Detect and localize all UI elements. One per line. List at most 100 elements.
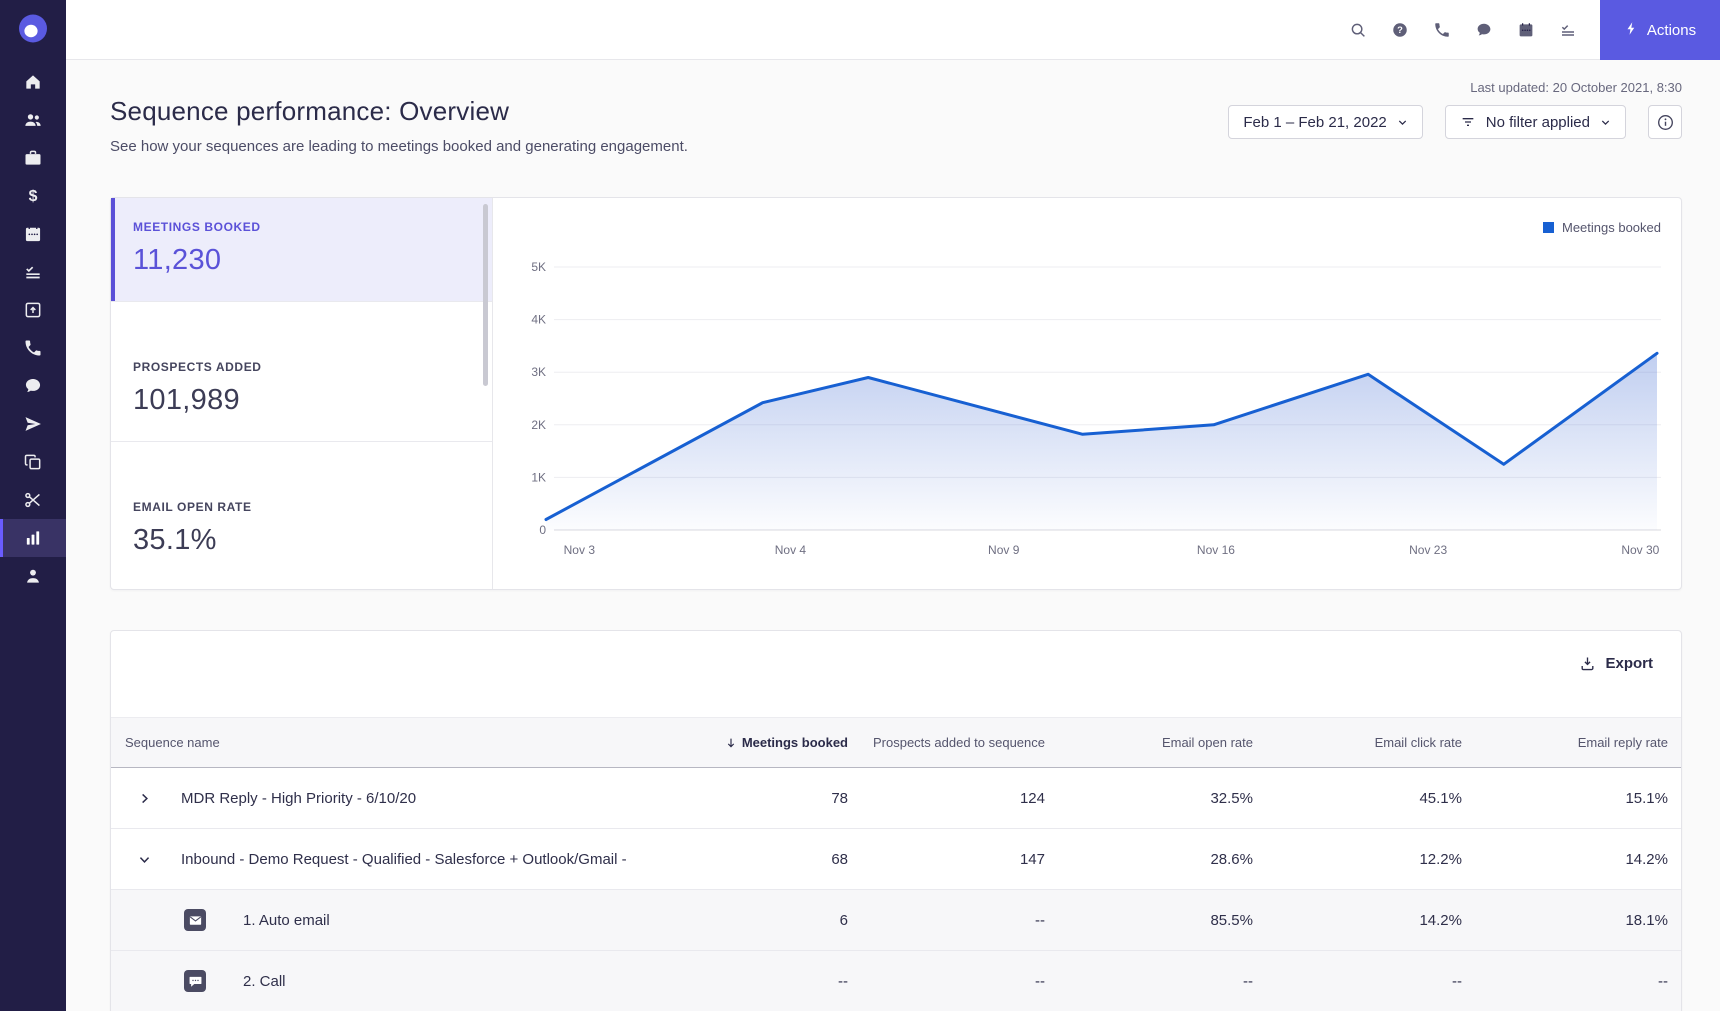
sidebar-item-briefcase[interactable] [0, 139, 66, 177]
metric-selector-list: MEETINGS BOOKED 11,230 PROSPECTS ADDED 10… [111, 198, 493, 589]
col-header-email-open-rate[interactable]: Email open rate [1045, 735, 1253, 750]
sidebar-item-calendar[interactable] [0, 215, 66, 253]
filter-label: No filter applied [1485, 113, 1590, 131]
col-header-label: Email reply rate [1577, 735, 1668, 750]
sidebar-item-person[interactable] [0, 557, 66, 595]
tasks-icon [23, 262, 43, 282]
topbar-search-button[interactable] [1349, 21, 1367, 39]
topbar-phone-button[interactable] [1433, 21, 1451, 39]
help-icon: ? [1391, 21, 1409, 39]
send-icon [23, 414, 43, 434]
bolt-icon [1624, 21, 1639, 40]
overview-chart-card: MEETINGS BOOKED 11,230 PROSPECTS ADDED 10… [110, 197, 1682, 590]
chart-region: 0 1K 2K 3K 4K 5K Nov 3 Nov 4 Nov 9 Nov 16 Nov 23 No… [493, 198, 1681, 589]
sequence-step-row[interactable]: 2. Call -- -- -- -- -- [111, 951, 1681, 1011]
svg-text:Nov 9: Nov 9 [988, 543, 1020, 557]
cell-email-click-rate: 12.2% [1419, 850, 1462, 868]
bar-chart-icon [23, 528, 43, 548]
home-icon [23, 72, 43, 92]
cell-email-open-rate: -- [1243, 972, 1253, 990]
topbar-icons: ? [1349, 0, 1577, 60]
step-name: 1. Auto email [243, 911, 330, 929]
users-icon [23, 110, 43, 130]
col-header-meetings-booked[interactable]: Meetings booked [658, 735, 848, 750]
filter-controls: Feb 1 – Feb 21, 2022 No filter applied [1228, 105, 1682, 139]
topbar-help-button[interactable]: ? [1391, 21, 1409, 39]
legend-swatch [1542, 222, 1554, 233]
last-updated-text: Last updated: 20 October 2021, 8:30 [1470, 80, 1682, 95]
cell-prospects-added-to-sequence: -- [1035, 911, 1045, 929]
filter-button[interactable]: No filter applied [1444, 105, 1626, 139]
sequence-table-card: Export Sequence name Meetings booked Prosp… [110, 630, 1682, 1011]
cell-email-reply-rate: -- [1658, 972, 1668, 990]
col-header-label: Email open rate [1161, 735, 1253, 750]
cell-prospects-added-to-sequence: 124 [1019, 789, 1045, 807]
sidebar-item-scissors[interactable] [0, 481, 66, 519]
stat-value: 101,989 [133, 384, 240, 416]
app-logo[interactable] [14, 10, 52, 48]
col-header-email-click-rate[interactable]: Email click rate [1253, 735, 1462, 750]
cell-email-click-rate: 14.2% [1419, 911, 1462, 929]
chevron-down-icon[interactable] [137, 852, 152, 867]
topbar: ? Actions [66, 0, 1720, 60]
table-header-row: Sequence name Meetings booked Prospects ad… [111, 717, 1681, 768]
main-content: Last updated: 20 October 2021, 8:30 Sequ… [66, 60, 1720, 1011]
stat-label: PROSPECTS ADDED [133, 360, 262, 374]
topbar-calendar-button[interactable] [1517, 21, 1535, 39]
cell-email-reply-rate: 18.1% [1625, 911, 1668, 929]
outreach-logo-icon [19, 14, 47, 43]
cell-email-open-rate: 32.5% [1210, 789, 1253, 807]
sidebar-item-bar-chart[interactable] [0, 519, 66, 557]
actions-button[interactable]: Actions [1600, 0, 1720, 60]
sequence-row[interactable]: MDR Reply - High Priority - 6/10/20 78 124… [111, 768, 1681, 829]
topbar-chat-button[interactable] [1475, 21, 1493, 39]
svg-text:1K: 1K [531, 470, 546, 484]
calendar-icon [1517, 21, 1535, 39]
chart-legend: Meetings booked [1542, 220, 1661, 235]
sidebar-item-send[interactable] [0, 405, 66, 443]
svg-text:5K: 5K [531, 260, 546, 274]
svg-text:4K: 4K [531, 313, 546, 327]
copy-icon [23, 452, 43, 472]
date-range-button[interactable]: Feb 1 – Feb 21, 2022 [1228, 105, 1423, 139]
topbar-tasks-button[interactable] [1559, 21, 1577, 39]
stat-email-open-rate[interactable]: EMAIL OPEN RATE 35.1% [111, 442, 492, 582]
svg-text:$: $ [29, 188, 38, 205]
col-header-label: Email click rate [1374, 735, 1462, 750]
sequence-name: Inbound - Demo Request - Qualified - Sal… [181, 850, 627, 868]
cell-meetings-booked: 78 [831, 789, 848, 807]
sequence-row[interactable]: Inbound - Demo Request - Qualified - Sal… [111, 829, 1681, 890]
stats-scrollbar-thumb[interactable] [483, 204, 488, 386]
sidebar-item-copy[interactable] [0, 443, 66, 481]
svg-text:Nov 30: Nov 30 [1621, 543, 1659, 557]
stat-label: EMAIL OPEN RATE [133, 500, 252, 514]
actions-label: Actions [1646, 21, 1697, 39]
sidebar-item-dollar[interactable]: $ [0, 177, 66, 215]
sidebar-item-users[interactable] [0, 101, 66, 139]
stat-value: 35.1% [133, 524, 217, 556]
search-icon [1349, 21, 1367, 39]
info-button[interactable] [1648, 105, 1682, 139]
sidebar-item-upload-box[interactable] [0, 291, 66, 329]
export-button[interactable]: Export [1579, 655, 1653, 672]
col-header-label: Prospects added to sequence [872, 735, 1045, 750]
tasks-icon [1559, 21, 1577, 39]
col-header-email-reply-rate[interactable]: Email reply rate [1462, 735, 1668, 750]
meetings-booked-line-chart: 0 1K 2K 3K 4K 5K Nov 3 Nov 4 Nov 9 Nov 16 Nov 23 No… [531, 260, 1661, 557]
sidebar-item-tasks[interactable] [0, 253, 66, 291]
cell-email-open-rate: 28.6% [1210, 850, 1253, 868]
sidebar-item-chat[interactable] [0, 367, 66, 405]
stat-prospects-added[interactable]: PROSPECTS ADDED 101,989 [111, 302, 492, 442]
sidebar-item-phone[interactable] [0, 329, 66, 367]
briefcase-icon [23, 148, 43, 168]
scissors-icon [23, 490, 43, 510]
mail-step-icon [184, 909, 206, 931]
stat-value: 11,230 [133, 244, 222, 276]
cell-email-click-rate: 45.1% [1419, 789, 1462, 807]
sequence-step-row[interactable]: 1. Auto email 6 -- 85.5% 14.2% 18.1% [111, 890, 1681, 951]
col-header-sequence-name[interactable]: Sequence name [111, 735, 658, 750]
col-header-prospects-added-to-sequence[interactable]: Prospects added to sequence [848, 735, 1045, 750]
sidebar-item-home[interactable] [0, 63, 66, 101]
stat-meetings-booked[interactable]: MEETINGS BOOKED 11,230 [111, 198, 492, 302]
chevron-right-icon[interactable] [137, 791, 152, 806]
